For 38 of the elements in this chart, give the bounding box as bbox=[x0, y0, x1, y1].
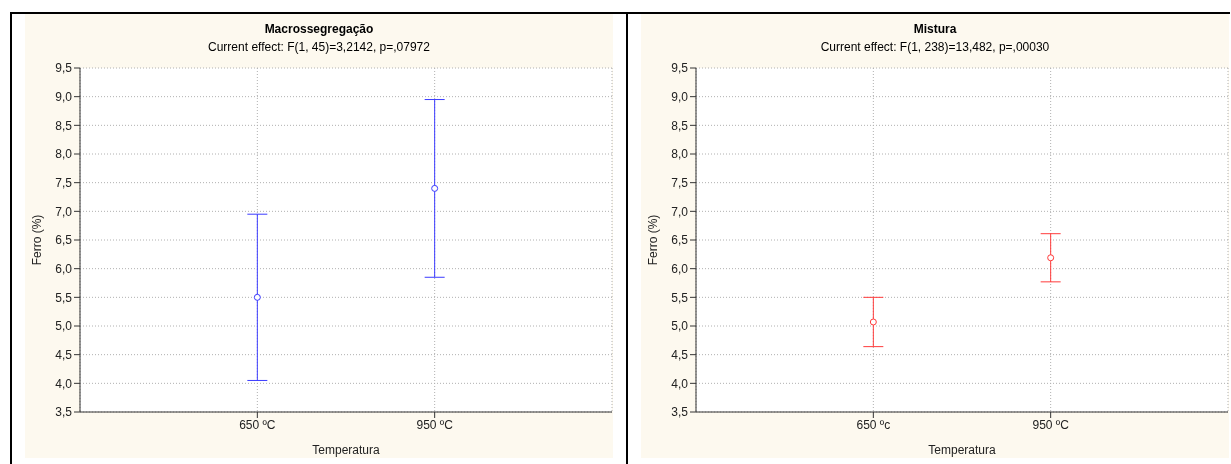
x-axis-title: Temperatura bbox=[312, 443, 380, 457]
y-tick-label: 4,0 bbox=[671, 376, 689, 391]
y-tick-label: 6,5 bbox=[671, 233, 689, 248]
y-tick-label: 3,5 bbox=[55, 405, 73, 420]
y-tick-label: 4,0 bbox=[55, 376, 73, 391]
y-tick-label: 5,5 bbox=[55, 290, 73, 305]
y-tick-label: 8,5 bbox=[55, 118, 73, 133]
y-tick-label: 8,0 bbox=[55, 147, 73, 162]
y-axis-title: Ferro (%) bbox=[30, 214, 45, 266]
chart-subtitle: Current effect: F(1, 45)=3,2142, p=,07972 bbox=[207, 40, 431, 54]
x-tick-label: 650 ºC bbox=[239, 417, 276, 432]
x-tick-label: 650 ºc bbox=[856, 417, 891, 432]
chart-title: Mistura bbox=[912, 22, 958, 36]
x-tick-label: 950 ºC bbox=[1032, 417, 1070, 432]
x-axis-title: Temperatura bbox=[928, 443, 996, 457]
y-tick-label: 7,0 bbox=[55, 204, 73, 219]
y-tick-label: 7,5 bbox=[671, 175, 689, 190]
y-tick-label: 8,0 bbox=[671, 147, 689, 162]
y-tick-label: 4,5 bbox=[55, 347, 73, 362]
y-tick-label: 9,5 bbox=[55, 61, 73, 76]
x-tick-label: 950 ºC bbox=[416, 417, 454, 432]
y-tick-label: 7,0 bbox=[671, 204, 689, 219]
y-tick-label: 9,0 bbox=[55, 89, 73, 104]
chart-subtitle: Current effect: F(1, 238)=13,482, p=,00030 bbox=[819, 40, 1051, 54]
y-tick-label: 6,5 bbox=[55, 233, 73, 248]
y-tick-label: 3,5 bbox=[671, 405, 689, 420]
y-axis-title: Ferro (%) bbox=[646, 214, 661, 266]
y-tick-label: 6,0 bbox=[55, 261, 73, 276]
chart-title: Macrossegregação bbox=[263, 22, 375, 36]
y-tick-label: 8,5 bbox=[671, 118, 689, 133]
y-tick-label: 9,0 bbox=[671, 89, 689, 104]
y-tick-label: 9,5 bbox=[671, 61, 689, 76]
y-tick-label: 7,5 bbox=[55, 175, 73, 190]
y-tick-label: 5,5 bbox=[671, 290, 689, 305]
y-tick-label: 4,5 bbox=[671, 347, 689, 362]
y-tick-label: 5,0 bbox=[55, 319, 73, 334]
y-tick-label: 6,0 bbox=[671, 261, 689, 276]
y-tick-label: 5,0 bbox=[671, 319, 689, 334]
